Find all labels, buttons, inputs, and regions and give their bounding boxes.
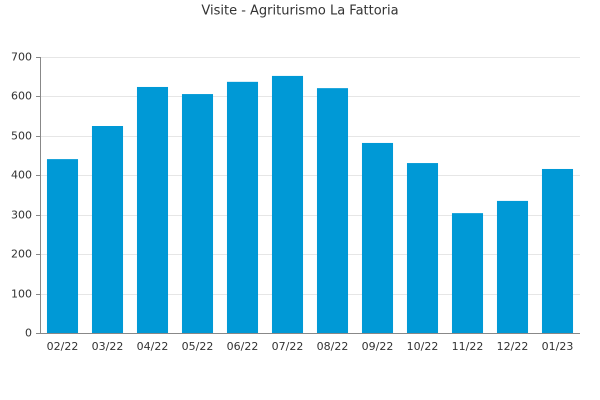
bar [496,200,529,333]
x-tick-label: 02/22 [47,340,79,353]
x-tick-label: 01/23 [542,340,574,353]
y-tick-label: 100 [11,288,32,301]
bar [136,86,169,333]
y-tick-label: 300 [11,209,32,222]
bars [46,75,574,333]
x-tick-label: 11/22 [452,340,484,353]
chart-title: Visite - Agriturismo La Fattoria [201,4,398,19]
y-tick-label: 600 [11,90,32,103]
x-tick-label: 04/22 [137,340,169,353]
bar [361,142,394,333]
x-tick-label: 07/22 [272,340,304,353]
y-tick-label: 400 [11,169,32,182]
y-tick-label: 500 [11,130,32,143]
bar [91,126,124,333]
grid [40,57,580,334]
bar [271,75,304,333]
bar [316,88,349,333]
x-tick-label: 12/22 [497,340,529,353]
bar [46,159,79,333]
bar [406,163,439,333]
y-tick-label: 200 [11,248,32,261]
x-tick-label: 05/22 [182,340,214,353]
bar [541,168,574,333]
x-tick-label: 09/22 [362,340,394,353]
x-tick-label: 10/22 [407,340,439,353]
x-tick-label: 03/22 [92,340,124,353]
bar [451,213,484,333]
x-tick-label: 08/22 [317,340,349,353]
y-tick-label: 0 [25,327,32,340]
bar [181,94,214,333]
y-tick-label: 700 [11,51,32,64]
bar [226,81,259,333]
x-tick-label: 06/22 [227,340,259,353]
